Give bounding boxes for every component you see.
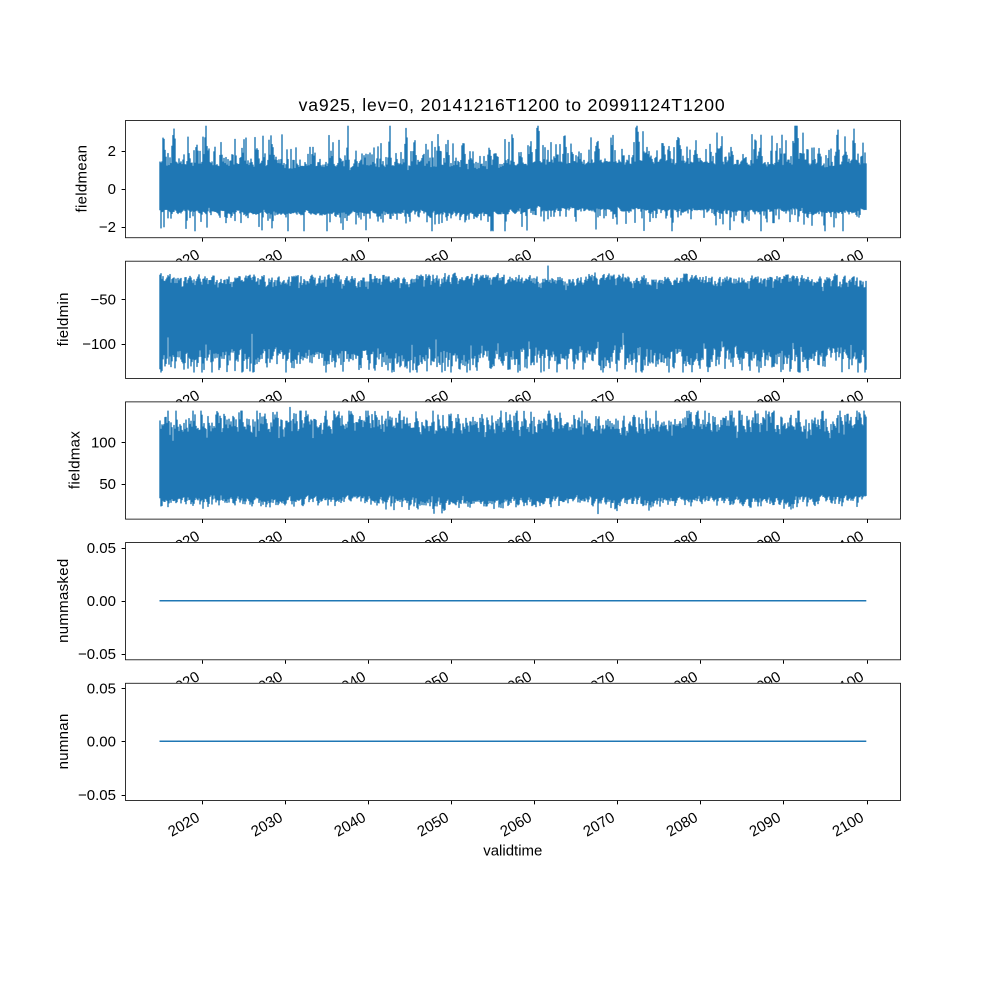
svg-text:−50: −50 [91, 291, 116, 308]
svg-text:fieldmax: fieldmax [66, 431, 83, 489]
svg-text:−100: −100 [82, 336, 116, 353]
svg-text:2: 2 [108, 143, 116, 160]
svg-text:0.00: 0.00 [87, 593, 116, 610]
svg-text:validtime: validtime [483, 843, 542, 860]
svg-text:0.05: 0.05 [87, 680, 116, 697]
svg-text:50: 50 [99, 476, 116, 493]
svg-text:fieldmin: fieldmin [55, 292, 72, 346]
svg-text:va925, lev=0, 20141216T1200 to: va925, lev=0, 20141216T1200 to 20991124T… [299, 95, 726, 115]
svg-text:fieldmean: fieldmean [74, 145, 91, 213]
svg-text:0: 0 [108, 181, 116, 198]
svg-text:numnan: numnan [55, 713, 72, 769]
svg-text:100: 100 [91, 434, 116, 451]
svg-text:0.00: 0.00 [87, 734, 116, 751]
svg-text:−0.05: −0.05 [78, 646, 116, 663]
svg-text:0.05: 0.05 [87, 540, 116, 557]
svg-text:nummasked: nummasked [55, 558, 72, 642]
svg-text:−0.05: −0.05 [78, 787, 116, 804]
svg-text:−2: −2 [99, 219, 116, 236]
